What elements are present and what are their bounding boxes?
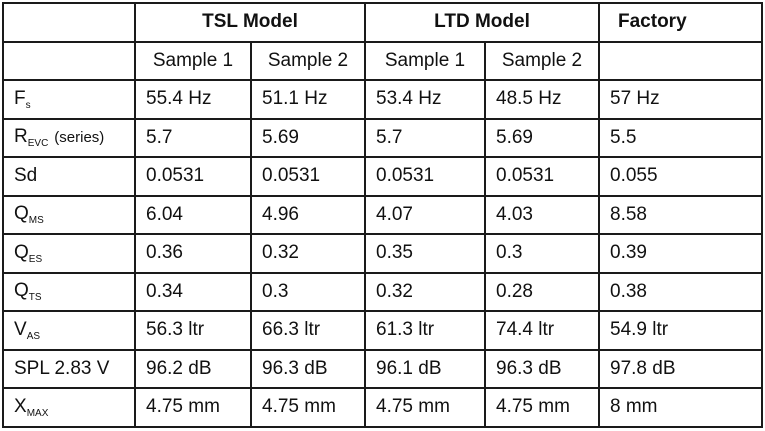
header-ltd-sample-1: Sample 1 <box>364 40 486 81</box>
value-cell: 5.7 <box>364 117 486 158</box>
parameter-symbol: Sd <box>14 165 38 187</box>
value-cell: 56.3 ltr <box>134 310 252 351</box>
parameter-label: Sd <box>2 156 136 197</box>
value-cell: 96.2 dB <box>134 348 252 389</box>
value-cell: 6.04 <box>134 194 252 235</box>
value-cell: 4.03 <box>484 194 600 235</box>
value-cell: 54.9 ltr <box>598 310 763 351</box>
group-header-row: TSL Model LTD Model Factory <box>2 2 763 43</box>
table-body: Fs 55.4 Hz 51.1 Hz 53.4 Hz 48.5 Hz 57 Hz REVC(… <box>2 79 763 428</box>
parameter-symbol: Q <box>14 203 29 225</box>
value-cell: 57 Hz <box>598 79 763 120</box>
value-cell: 4.07 <box>364 194 486 235</box>
header-empty-label-cell <box>2 40 136 81</box>
parameter-symbol: F <box>14 87 26 109</box>
value-cell: 96.3 dB <box>484 348 600 389</box>
parameter-label: REVC (series) <box>2 117 136 158</box>
parameter-symbol: Q <box>14 241 29 263</box>
value-cell: 53.4 Hz <box>364 79 486 120</box>
value-cell: 0.3 <box>484 233 600 274</box>
table-row: Fs 55.4 Hz 51.1 Hz 53.4 Hz 48.5 Hz 57 Hz <box>2 79 763 120</box>
table-header: TSL Model LTD Model Factory Sample 1 Sam… <box>2 2 763 81</box>
parameter-note: (series) <box>54 129 105 147</box>
parameter-label: QTS <box>2 271 136 312</box>
header-ltd-model: LTD Model <box>364 2 600 43</box>
parameter-label: QES <box>2 233 136 274</box>
parameter-symbol: Q <box>14 280 29 302</box>
value-cell: 96.1 dB <box>364 348 486 389</box>
parameter-subscript: TS <box>28 292 42 304</box>
value-cell: 0.36 <box>134 233 252 274</box>
value-cell: 0.39 <box>598 233 763 274</box>
value-cell: 96.3 dB <box>250 348 366 389</box>
value-cell: 51.1 Hz <box>250 79 366 120</box>
value-cell: 0.38 <box>598 271 763 312</box>
value-cell: 5.7 <box>134 117 252 158</box>
value-cell: 0.28 <box>484 271 600 312</box>
table-row: QTS 0.34 0.3 0.32 0.28 0.38 <box>2 271 763 312</box>
value-cell: 0.34 <box>134 271 252 312</box>
value-cell: 0.0531 <box>364 156 486 197</box>
parameter-symbol: X <box>14 395 27 417</box>
value-cell: 0.0531 <box>250 156 366 197</box>
parameter-symbol: SPL 2.83 V <box>14 357 110 379</box>
header-corner-cell <box>2 2 136 43</box>
value-cell: 4.75 mm <box>250 387 366 428</box>
table-row: XMAX 4.75 mm 4.75 mm 4.75 mm 4.75 mm 8 mm <box>2 387 763 428</box>
value-cell: 5.69 <box>250 117 366 158</box>
table-row: Sd 0.0531 0.0531 0.0531 0.0531 0.055 <box>2 156 763 197</box>
parameter-subscript: EVC <box>27 138 49 150</box>
value-cell: 55.4 Hz <box>134 79 252 120</box>
value-cell: 0.32 <box>250 233 366 274</box>
header-tsl-sample-2: Sample 2 <box>250 40 366 81</box>
value-cell: 0.0531 <box>484 156 600 197</box>
header-tsl-model: TSL Model <box>134 2 366 43</box>
value-cell: 8 mm <box>598 387 763 428</box>
parameter-subscript: MS <box>28 215 44 227</box>
value-cell: 5.69 <box>484 117 600 158</box>
value-cell: 0.35 <box>364 233 486 274</box>
header-ltd-sample-2: Sample 2 <box>484 40 600 81</box>
table-row: QES 0.36 0.32 0.35 0.3 0.39 <box>2 233 763 274</box>
value-cell: 74.4 ltr <box>484 310 600 351</box>
parameter-label: SPL 2.83 V <box>2 348 136 389</box>
table-row: REVC (series) 5.7 5.69 5.7 5.69 5.5 <box>2 117 763 158</box>
value-cell: 61.3 ltr <box>364 310 486 351</box>
parameter-subscript: MAX <box>26 407 49 419</box>
value-cell: 4.75 mm <box>134 387 252 428</box>
value-cell: 4.96 <box>250 194 366 235</box>
value-cell: 8.58 <box>598 194 763 235</box>
parameter-label: Fs <box>2 79 136 120</box>
value-cell: 4.75 mm <box>364 387 486 428</box>
parameter-subscript: AS <box>26 330 41 342</box>
value-cell: 4.75 mm <box>484 387 600 428</box>
parameter-subscript: ES <box>28 253 43 265</box>
parameter-symbol: R <box>14 126 28 148</box>
header-factory-sample <box>598 40 763 81</box>
value-cell: 0.0531 <box>134 156 252 197</box>
value-cell: 0.32 <box>364 271 486 312</box>
parameter-symbol: V <box>14 318 27 340</box>
value-cell: 48.5 Hz <box>484 79 600 120</box>
value-cell: 5.5 <box>598 117 763 158</box>
value-cell: 0.3 <box>250 271 366 312</box>
header-factory: Factory <box>598 2 763 43</box>
table-row: QMS 6.04 4.96 4.07 4.03 8.58 <box>2 194 763 235</box>
value-cell: 97.8 dB <box>598 348 763 389</box>
table-row: VAS 56.3 ltr 66.3 ltr 61.3 ltr 74.4 ltr 54.9 … <box>2 310 763 351</box>
value-cell: 0.055 <box>598 156 763 197</box>
parameter-subscript: s <box>25 99 31 111</box>
parameter-label: QMS <box>2 194 136 235</box>
parameter-label: VAS <box>2 310 136 351</box>
header-tsl-sample-1: Sample 1 <box>134 40 252 81</box>
parameter-label: XMAX <box>2 387 136 428</box>
table-row: SPL 2.83 V 96.2 dB 96.3 dB 96.1 dB 96.3 dB 97… <box>2 348 763 389</box>
sample-header-row: Sample 1 Sample 2 Sample 1 Sample 2 <box>2 40 763 81</box>
value-cell: 66.3 ltr <box>250 310 366 351</box>
